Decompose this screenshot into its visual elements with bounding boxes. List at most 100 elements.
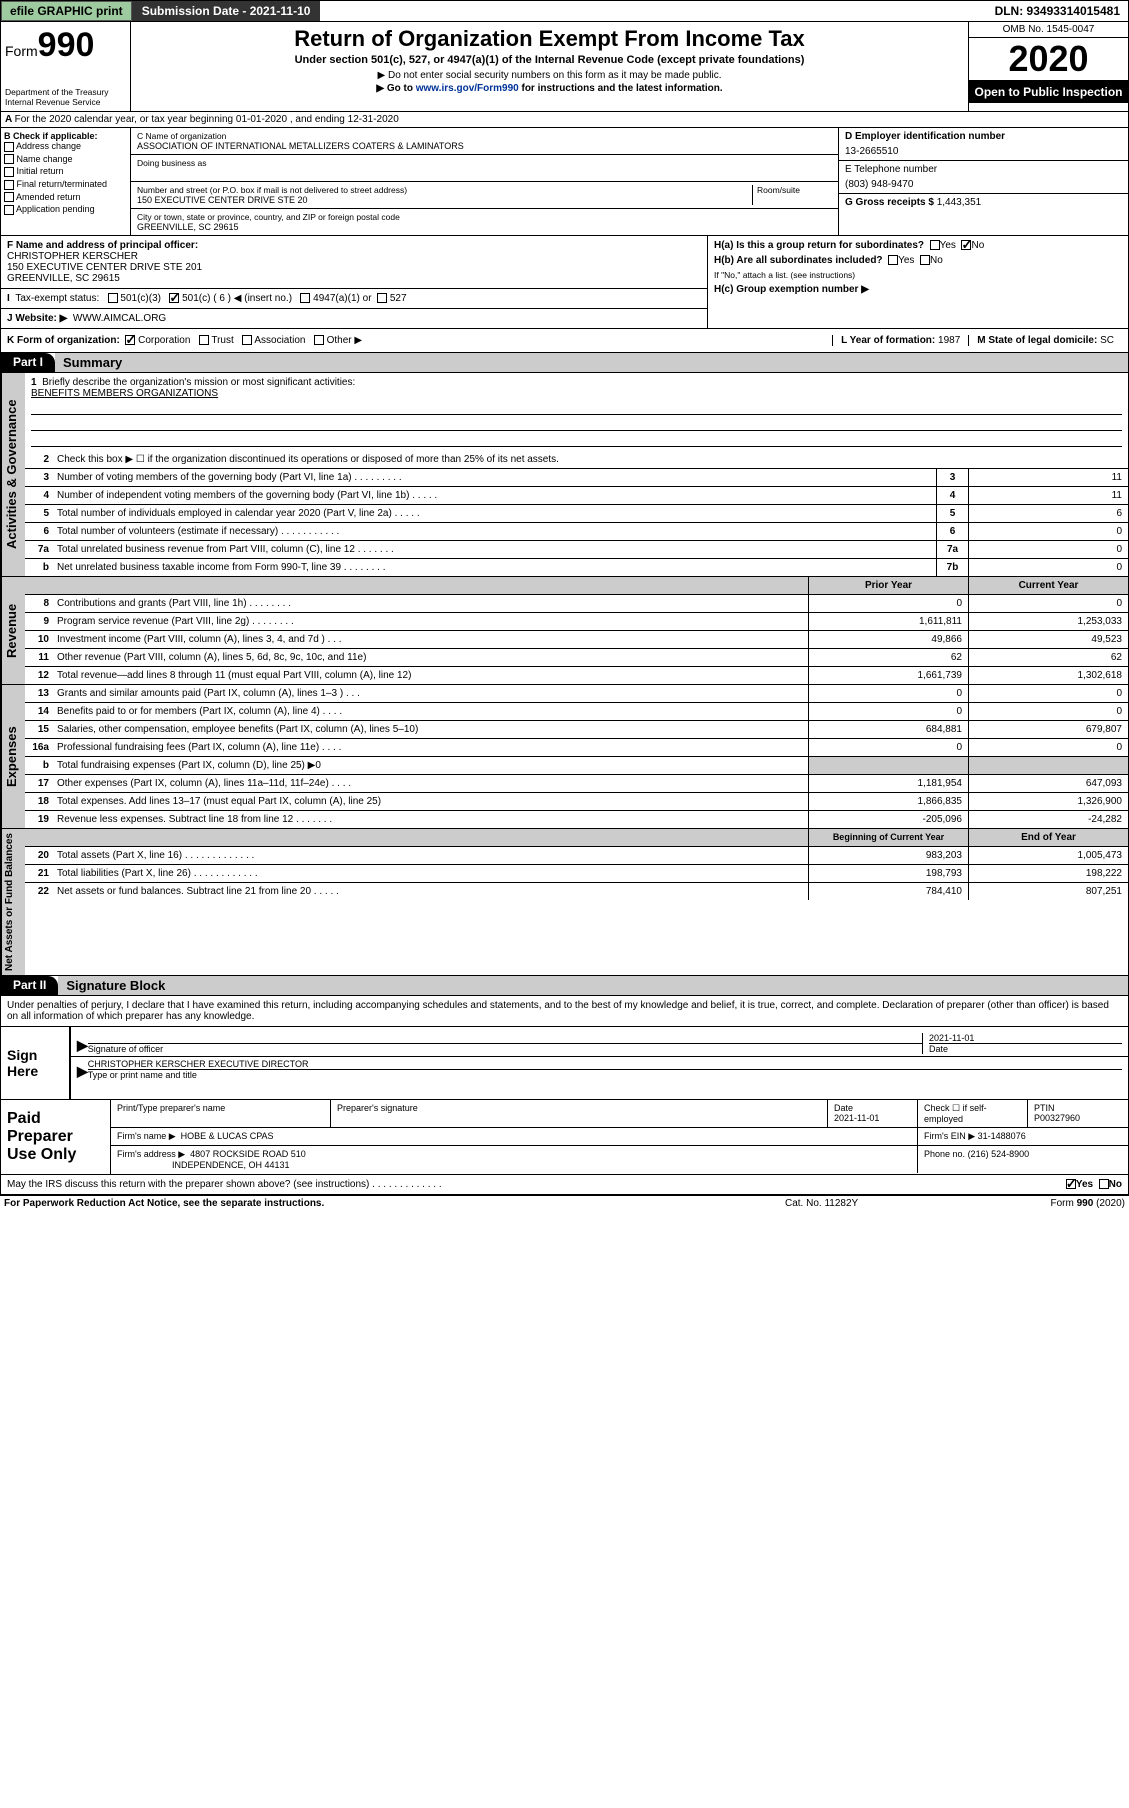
prior-cell: 49,866: [808, 631, 968, 648]
chk-discuss-no[interactable]: [1099, 1179, 1109, 1189]
current-cell: 62: [968, 649, 1128, 666]
chk-hb-yes[interactable]: [888, 255, 898, 265]
irs-label: Internal Revenue Service: [5, 97, 126, 107]
table-row: Benefits paid to or for members (Part IX…: [53, 703, 808, 720]
city-label: City or town, state or province, country…: [137, 212, 832, 222]
chk-app-pending[interactable]: Application pending: [4, 204, 127, 215]
note-ssn: ▶ Do not enter social security numbers o…: [135, 70, 964, 81]
value-cell: 0: [968, 523, 1128, 540]
current-cell: 1,005,473: [968, 847, 1128, 864]
chk-address-change[interactable]: Address change: [4, 141, 127, 152]
officer-city: GREENVILLE, SC 29615: [7, 273, 701, 284]
mission-text: BENEFITS MEMBERS ORGANIZATIONS: [31, 388, 1122, 399]
chk-initial-return[interactable]: Initial return: [4, 166, 127, 177]
chk-hb-no[interactable]: [920, 255, 930, 265]
room-label: Room/suite: [757, 185, 832, 195]
table-row: Total fundraising expenses (Part IX, col…: [53, 757, 808, 774]
side-label-revenue: Revenue: [1, 577, 25, 684]
form-title: Return of Organization Exempt From Incom…: [135, 26, 964, 52]
prior-cell: -205,096: [808, 811, 968, 828]
chk-4947[interactable]: [300, 293, 310, 303]
prep-sig-label: Preparer's signature: [331, 1100, 828, 1127]
dba-label: Doing business as: [137, 158, 832, 168]
f-label: F Name and address of principal officer:: [7, 240, 701, 251]
side-label-governance: Activities & Governance: [1, 373, 25, 576]
part1-title: Summary: [55, 353, 1128, 372]
topbar: efile GRAPHIC print Submission Date - 20…: [0, 0, 1129, 22]
table-row: Investment income (Part VIII, column (A)…: [53, 631, 808, 648]
omb-number: OMB No. 1545-0047: [969, 22, 1128, 38]
ein-value: 13-2665510: [845, 146, 1122, 157]
chk-corp[interactable]: [125, 335, 135, 345]
chk-527[interactable]: [377, 293, 387, 303]
side-label-expenses: Expenses: [1, 685, 25, 828]
prior-cell: 62: [808, 649, 968, 666]
officer-addr: 150 EXECUTIVE CENTER DRIVE STE 201: [7, 262, 701, 273]
table-row: Program service revenue (Part VIII, line…: [53, 613, 808, 630]
prior-cell: 983,203: [808, 847, 968, 864]
chk-other[interactable]: [314, 335, 324, 345]
ha-label: H(a) Is this a group return for subordin…: [714, 240, 924, 251]
officer-printed: CHRISTOPHER KERSCHER EXECUTIVE DIRECTOR: [88, 1059, 1122, 1069]
chk-assoc[interactable]: [242, 335, 252, 345]
phone-label: E Telephone number: [845, 164, 1122, 175]
prior-cell: 0: [808, 739, 968, 756]
part1-netassets: Net Assets or Fund Balances Beginning of…: [0, 829, 1129, 976]
value-cell: 6: [968, 505, 1128, 522]
table-row: Total liabilities (Part X, line 26) . . …: [53, 865, 808, 882]
value-cell: 11: [968, 487, 1128, 504]
check-self[interactable]: Check ☐ if self-employed: [918, 1100, 1028, 1127]
current-cell: 0: [968, 685, 1128, 702]
efile-button[interactable]: efile GRAPHIC print: [1, 1, 132, 21]
table-row: Net assets or fund balances. Subtract li…: [53, 883, 808, 900]
chk-ha-no[interactable]: [961, 240, 971, 250]
line-a: A For the 2020 calendar year, or tax yea…: [0, 112, 1129, 128]
table-row: Contributions and grants (Part VIII, lin…: [53, 595, 808, 612]
state-domicile: SC: [1100, 335, 1114, 346]
current-cell: 1,326,900: [968, 793, 1128, 810]
chk-501c[interactable]: [169, 293, 179, 303]
sign-here-block: Sign Here ▶ Signature of officer 2021-11…: [0, 1027, 1129, 1100]
chk-trust[interactable]: [199, 335, 209, 345]
submission-date: Submission Date - 2021-11-10: [132, 1, 321, 21]
chk-501c3[interactable]: [108, 293, 118, 303]
hdr-prior: Prior Year: [808, 577, 968, 594]
box-k: K Form of organization: Corporation Trus…: [0, 329, 1129, 353]
org-city: GREENVILLE, SC 29615: [137, 222, 832, 232]
prior-cell: 198,793: [808, 865, 968, 882]
table-row: Grants and similar amounts paid (Part IX…: [53, 685, 808, 702]
open-inspection: Open to Public Inspection: [969, 81, 1128, 103]
current-cell: 679,807: [968, 721, 1128, 738]
table-row: Number of voting members of the governin…: [53, 469, 936, 486]
hc-label: H(c) Group exemption number ▶: [714, 284, 869, 295]
chk-ha-yes[interactable]: [930, 240, 940, 250]
prior-cell: 1,611,811: [808, 613, 968, 630]
form-subtitle: Under section 501(c), 527, or 4947(a)(1)…: [135, 54, 964, 66]
chk-name-change[interactable]: Name change: [4, 154, 127, 165]
chk-final-return[interactable]: Final return/terminated: [4, 179, 127, 190]
chk-discuss-yes[interactable]: [1066, 1179, 1076, 1189]
block-identity: B Check if applicable: Address change Na…: [0, 128, 1129, 236]
prior-cell: 684,881: [808, 721, 968, 738]
type-label: Type or print name and title: [88, 1069, 1122, 1080]
firm-ein: 31-1488076: [978, 1131, 1026, 1141]
part1-governance: Activities & Governance 1 Briefly descri…: [0, 373, 1129, 577]
irs-link[interactable]: www.irs.gov/Form990: [416, 83, 519, 94]
year-formation: 1987: [938, 335, 960, 346]
prior-cell: [808, 757, 968, 774]
phone-value: (803) 948-9470: [845, 179, 1122, 190]
box-i: I Tax-exempt status: 501(c)(3) 501(c) ( …: [1, 289, 707, 309]
org-address: 150 EXECUTIVE CENTER DRIVE STE 20: [137, 195, 752, 205]
pra-notice: For Paperwork Reduction Act Notice, see …: [4, 1198, 785, 1209]
website-value: WWW.AIMCAL.ORG: [73, 313, 166, 324]
chk-amended[interactable]: Amended return: [4, 192, 127, 203]
current-cell: 647,093: [968, 775, 1128, 792]
part1-header: Part I Summary: [0, 353, 1129, 373]
q2-text: Check this box ▶ ☐ if the organization d…: [53, 451, 1128, 468]
prior-cell: 784,410: [808, 883, 968, 900]
current-cell: 1,302,618: [968, 667, 1128, 684]
hb-label: H(b) Are all subordinates included?: [714, 255, 883, 266]
hb-note: If "No," attach a list. (see instruction…: [714, 270, 1122, 280]
table-row: Salaries, other compensation, employee b…: [53, 721, 808, 738]
paid-label: Paid Preparer Use Only: [1, 1100, 111, 1174]
